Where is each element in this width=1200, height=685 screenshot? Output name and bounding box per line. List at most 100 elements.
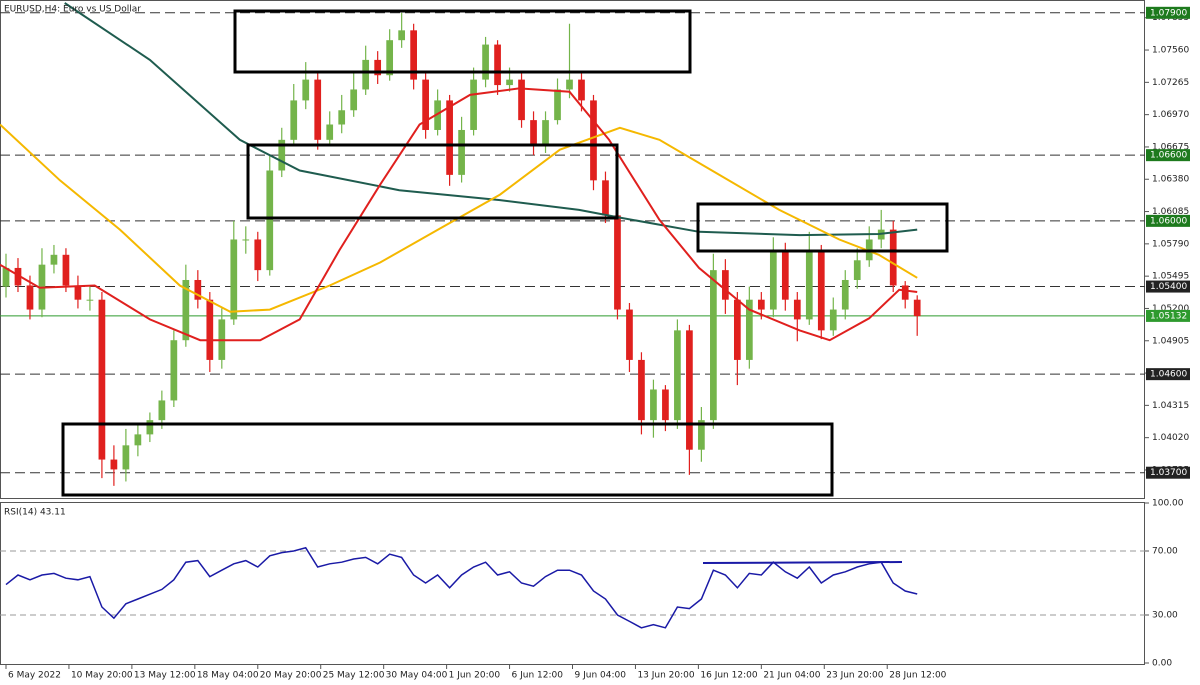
- candle-body: [26, 285, 34, 310]
- y-tick-label: 0.00: [1152, 659, 1172, 669]
- y-tick-label: 1.07560: [1152, 46, 1189, 56]
- candle-body: [98, 299, 106, 460]
- candle-body: [590, 100, 597, 181]
- candle-body: [62, 254, 70, 286]
- candle-body: [422, 79, 429, 130]
- candle-body: [506, 79, 513, 86]
- candle-body: [398, 30, 406, 41]
- candle-body: [386, 40, 394, 76]
- rsi-panel-frame: [0, 502, 1145, 665]
- candle-body: [494, 44, 501, 86]
- candle-body: [482, 44, 489, 80]
- candle-body: [134, 434, 142, 446]
- y-tick-label: 100.00: [1152, 499, 1184, 509]
- candle-body: [446, 100, 453, 175]
- moving-average: [64, 2, 918, 237]
- candle-body: [170, 340, 178, 401]
- y-tick-label: 1.05200: [1152, 304, 1189, 314]
- zone-box: [233, 9, 692, 74]
- candle-body: [841, 279, 849, 310]
- candle-body: [2, 267, 10, 287]
- level-label-bg: [1146, 368, 1190, 381]
- candle-body: [542, 120, 549, 146]
- candle-body: [194, 279, 202, 300]
- candle-body: [769, 250, 777, 310]
- candle-body: [662, 389, 669, 421]
- candle-body: [338, 110, 346, 125]
- candle-body: [913, 299, 921, 317]
- y-tick-label: 1.04315: [1152, 401, 1189, 411]
- level-label-bg: [1146, 466, 1190, 479]
- y-tick-label: 1.04020: [1152, 433, 1189, 443]
- candle-body: [554, 89, 561, 121]
- y-tick-label: 1.06380: [1152, 175, 1189, 185]
- x-tick-label: 6 May 2022: [8, 671, 61, 681]
- y-tick-label: 30.00: [1152, 611, 1178, 621]
- rsi-title: RSI(14) 43.11: [4, 508, 66, 518]
- candle-body: [410, 30, 417, 80]
- candle-body: [530, 120, 537, 146]
- candle-body: [458, 129, 465, 175]
- y-tick-label: 1.05495: [1152, 272, 1189, 282]
- zone-box: [61, 422, 834, 497]
- candle-body: [278, 139, 286, 171]
- lines-layer: [0, 2, 918, 629]
- candle-body: [614, 215, 621, 310]
- candle-body: [326, 124, 334, 140]
- candle-body: [781, 250, 789, 300]
- candle-body: [254, 239, 262, 271]
- x-tick-label: 13 Jun 20:00: [637, 671, 694, 681]
- last-price-label-bg: [1146, 309, 1190, 322]
- candle-body: [757, 299, 765, 310]
- price-panel-frame: [0, 0, 1145, 499]
- level-label: 1.06600: [1150, 151, 1187, 161]
- x-tick-label: 28 Jun 12:00: [889, 671, 946, 681]
- candle-body: [110, 459, 118, 470]
- candle-body: [14, 267, 22, 286]
- x-tick-label: 20 May 20:00: [260, 671, 322, 681]
- y-tick-label: 1.06675: [1152, 142, 1189, 152]
- candle-body: [146, 420, 154, 435]
- last-price-label: 1.05132: [1150, 311, 1187, 321]
- x-tick-label: 10 May 20:00: [71, 671, 133, 681]
- y-tick-label: 1.07265: [1152, 78, 1189, 88]
- candle-body: [638, 359, 645, 421]
- candle-body: [122, 445, 130, 470]
- x-tick-label: 25 May 12:00: [323, 671, 385, 681]
- candle-body: [602, 180, 609, 216]
- moving-average: [0, 87, 918, 342]
- axis-background: [1146, 0, 1200, 685]
- candle-body: [86, 299, 94, 301]
- y-tick-label: 1.05790: [1152, 239, 1189, 249]
- candle-body: [889, 229, 897, 286]
- level-label: 1.07900: [1150, 8, 1187, 18]
- candle-body: [158, 400, 166, 421]
- level-label-bg: [1146, 6, 1190, 19]
- level-label-bg: [1146, 214, 1190, 227]
- level-label: 1.06000: [1150, 216, 1187, 226]
- candle-body: [266, 170, 274, 271]
- y-tick-label: 1.04905: [1152, 336, 1189, 346]
- candle-body: [805, 250, 813, 320]
- level-label: 1.05400: [1150, 282, 1187, 292]
- y-tick-label: 70.00: [1152, 547, 1178, 557]
- candle-body: [626, 309, 633, 360]
- chart-title: EURUSD,H4: Euro vs US Dollar: [4, 5, 141, 15]
- x-tick-label: 30 May 04:00: [386, 671, 448, 681]
- candle-body: [182, 279, 190, 341]
- candle-body: [206, 299, 214, 360]
- candle-body: [650, 389, 657, 421]
- candle-body: [290, 100, 298, 140]
- candle-body: [374, 59, 382, 76]
- candle-body: [74, 285, 82, 300]
- candle-body: [362, 59, 370, 90]
- level-label-bg: [1146, 149, 1190, 162]
- candle-body: [686, 330, 693, 450]
- candle-body: [434, 100, 441, 130]
- level-label-bg: [1146, 280, 1190, 293]
- candle-body: [698, 420, 705, 450]
- x-tick-label: 6 Jun 12:00: [512, 671, 564, 681]
- x-tick-label: 23 Jun 20:00: [826, 671, 883, 681]
